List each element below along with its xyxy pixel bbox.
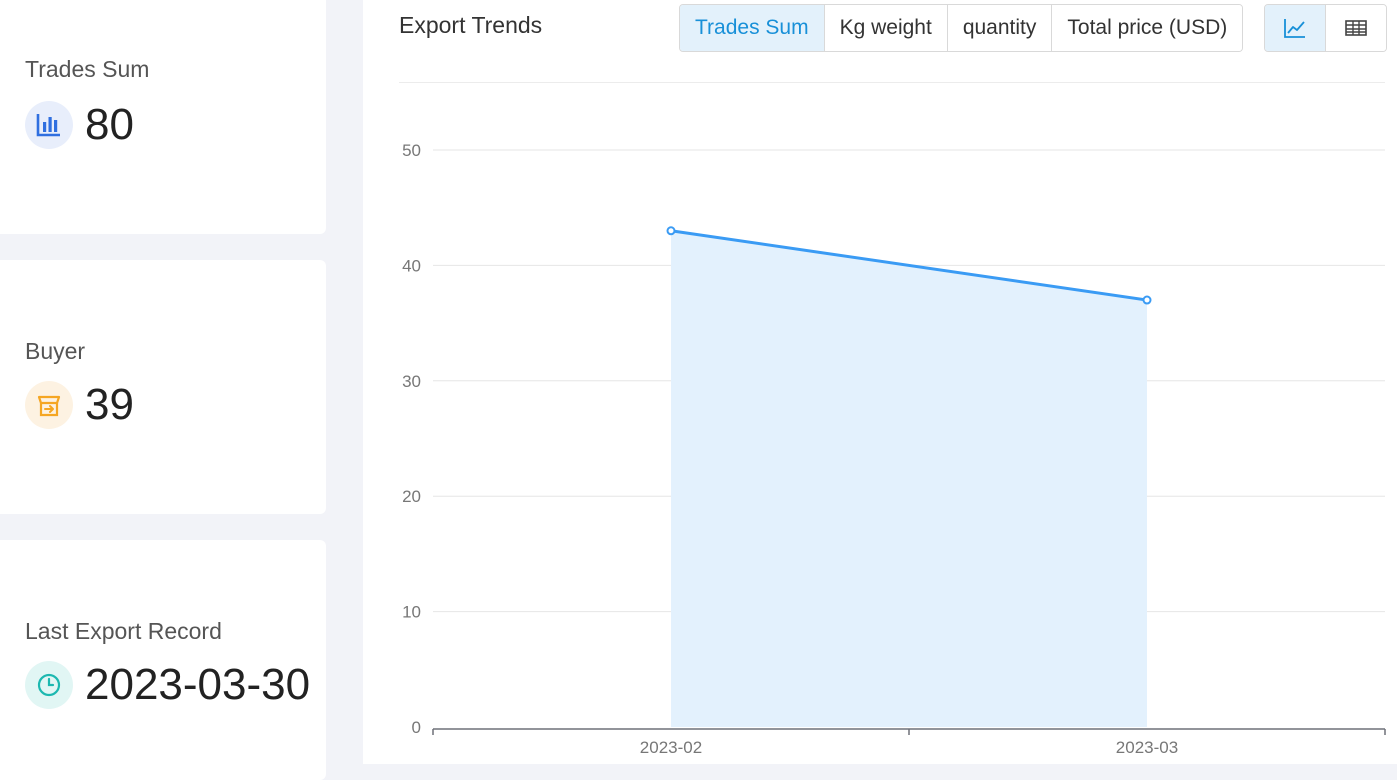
buyer-value: 39 bbox=[85, 380, 134, 429]
data-point bbox=[666, 226, 676, 236]
y-tick-label: 20 bbox=[402, 487, 421, 506]
table-view-button[interactable] bbox=[1326, 5, 1386, 51]
last-export-label: Last Export Record bbox=[25, 618, 222, 644]
header-divider bbox=[399, 82, 1385, 83]
last-export-value: 2023-03-30 bbox=[85, 660, 311, 709]
y-tick-label: 30 bbox=[402, 372, 421, 391]
series-line bbox=[670, 229, 1148, 302]
chart-title: Export Trends bbox=[399, 12, 543, 38]
y-tick-label: 40 bbox=[402, 256, 421, 275]
line-chart-icon bbox=[1284, 19, 1305, 38]
export-trends-chart: 0 10 20 30 40 50 2023-02 2023-03 bbox=[402, 141, 1386, 757]
buyer-label: Buyer bbox=[25, 338, 86, 364]
trades-sum-card: Trades Sum 80 bbox=[0, 0, 326, 234]
export-trends-panel: Export Trends Trades Sum Kg weight quant… bbox=[363, 0, 1397, 764]
buyer-row: 39 bbox=[25, 380, 134, 430]
x-tick-label: 2023-02 bbox=[640, 738, 702, 757]
trades-sum-row: 80 bbox=[25, 100, 134, 150]
series-area bbox=[671, 230, 1147, 727]
y-tick-label: 10 bbox=[402, 603, 421, 622]
y-tick-label: 0 bbox=[412, 718, 421, 737]
view-toggle bbox=[1264, 4, 1387, 52]
buyer-card: Buyer 39 bbox=[0, 260, 326, 514]
clock-icon bbox=[25, 661, 73, 709]
table-icon bbox=[1345, 20, 1367, 36]
trades-sum-value: 80 bbox=[85, 100, 134, 149]
x-tick-label: 2023-03 bbox=[1116, 738, 1178, 757]
tab-total-price[interactable]: Total price (USD) bbox=[1052, 5, 1243, 51]
tab-kg-weight[interactable]: Kg weight bbox=[824, 5, 948, 51]
metric-tabs: Trades Sum Kg weight quantity Total pric… bbox=[679, 4, 1244, 52]
line-chart-view-button[interactable] bbox=[1265, 5, 1326, 51]
last-export-row: 2023-03-30 bbox=[25, 660, 310, 710]
tab-quantity[interactable]: quantity bbox=[947, 5, 1053, 51]
y-tick-label: 50 bbox=[402, 141, 421, 160]
trades-sum-label: Trades Sum bbox=[25, 56, 150, 82]
tab-trades-sum[interactable]: Trades Sum bbox=[680, 5, 825, 51]
storefront-icon bbox=[25, 381, 73, 429]
data-point bbox=[1142, 295, 1152, 305]
last-export-card: Last Export Record 2023-03-30 bbox=[0, 540, 326, 780]
bar-chart-icon bbox=[25, 101, 73, 149]
